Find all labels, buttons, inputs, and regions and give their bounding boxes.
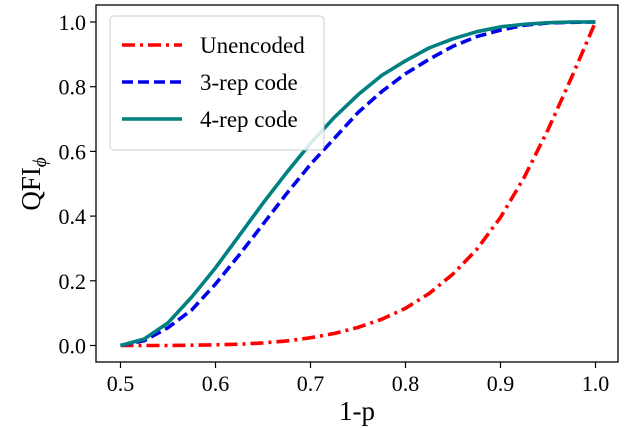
x-tick-label: 0.5 (107, 371, 135, 396)
x-tick-label: 0.6 (202, 371, 230, 396)
y-tick-label: 0.6 (59, 139, 87, 164)
y-tick-label: 0.0 (59, 334, 87, 359)
plot-area-frame (95, 4, 619, 363)
x-tick-label: 0.9 (487, 371, 515, 396)
ticks-layer: 0.5 0.6 0.7 0.8 0.9 1.0 0.0 0.2 0.4 0.6 0.8 1.0 (59, 10, 610, 396)
y-tick-label: 0.4 (59, 204, 87, 229)
x-axis-label: 1-p (339, 396, 375, 426)
y-tick-label: 1.0 (59, 10, 87, 35)
legend-label: 4-rep code (200, 107, 298, 132)
series-line-4-rep-code (120, 20, 596, 348)
x-tick-label: 0.7 (297, 371, 325, 396)
y-tick-label: 0.8 (59, 75, 87, 100)
x-tick-label: 0.8 (392, 371, 420, 396)
series-layer (120, 20, 598, 348)
y-axis-label: QFIϕ (16, 157, 51, 211)
series-line-unencoded (120, 21, 598, 348)
legend-label: Unencoded (200, 33, 305, 58)
x-tick-label: 1.0 (582, 371, 610, 396)
y-tick-label: 0.2 (59, 269, 87, 294)
legend-label: 3-rep code (200, 70, 298, 95)
y-axis-label-main: QFI (16, 167, 46, 211)
y-axis-label-subscript: ϕ (30, 157, 51, 167)
legend: Unencoded 3-rep code 4-rep code (109, 15, 325, 151)
legend-frame (109, 15, 325, 151)
